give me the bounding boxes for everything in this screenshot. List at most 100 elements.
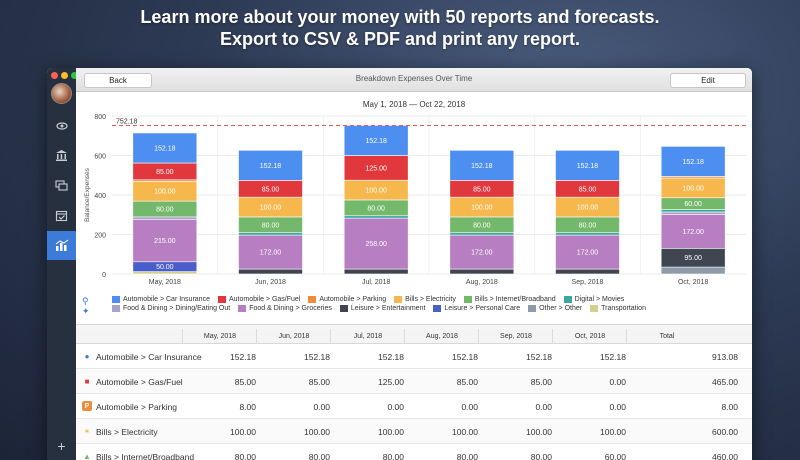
sidebar-item-schedule[interactable] xyxy=(47,201,76,230)
table-row[interactable]: ▲ Bills > Internet/Broadband 80.00 80.00 80.… xyxy=(76,444,752,460)
back-button[interactable]: Back xyxy=(84,73,152,88)
value-cell: 80.00 xyxy=(234,452,256,460)
report-table: May, 2018 Jun, 2018 Jul, 2018 Aug, 2018 Sep,… xyxy=(76,329,752,460)
legend-swatch xyxy=(112,305,120,312)
eye-icon xyxy=(55,121,68,130)
bar-segment xyxy=(555,234,620,270)
zoom-icon[interactable]: ⚲ xyxy=(82,296,89,306)
avatar[interactable] xyxy=(51,83,72,104)
table-header: May, 2018 Jun, 2018 Jul, 2018 Aug, 2018 Sep,… xyxy=(76,329,752,344)
legend-swatch xyxy=(563,296,572,303)
column-header[interactable]: May, 2018 xyxy=(203,333,237,340)
zoom-window-button[interactable] xyxy=(71,72,78,79)
legend-item[interactable]: Leisure > Personal Care xyxy=(433,304,520,313)
date-range: May 1, 2018 — Oct 22, 2018 xyxy=(362,100,466,109)
legend-label: Other > Other xyxy=(539,305,583,312)
column-header[interactable]: Sep, 2018 xyxy=(500,333,532,340)
table-row[interactable]: ■ Automobile > Gas/Fuel 85.00 85.00 125.00 85… xyxy=(76,369,752,394)
total-cell: 8.00 xyxy=(721,402,738,412)
x-tick-label: Aug, 2018 xyxy=(466,279,498,286)
value-cell: 0.00 xyxy=(387,402,404,412)
column-divider xyxy=(256,329,257,344)
legend-swatch xyxy=(308,296,317,303)
fuel-pump-icon: ■ xyxy=(84,376,90,386)
calendar-check-icon xyxy=(55,210,68,222)
data-label: 152.18 xyxy=(260,163,282,170)
value-cell: 85.00 xyxy=(530,377,552,387)
sidebar-item-accounts[interactable] xyxy=(47,171,76,200)
minimize-window-button[interactable] xyxy=(61,72,68,79)
data-label: 80.00 xyxy=(579,222,597,229)
data-label: 100.00 xyxy=(154,189,176,196)
column-divider xyxy=(478,329,479,344)
value-cell: 100.00 xyxy=(378,427,404,437)
column-divider xyxy=(552,329,553,344)
legend-swatch xyxy=(433,305,442,312)
total-cell: 460.00 xyxy=(712,452,738,460)
close-window-button[interactable] xyxy=(51,72,58,79)
column-divider xyxy=(182,329,183,344)
promo-line-2: Export to CSV & PDF and print any report… xyxy=(219,29,581,49)
legend-item[interactable]: Other > Other xyxy=(528,304,582,313)
legend-item[interactable]: Automobile > Gas/Fuel xyxy=(217,295,301,304)
column-divider xyxy=(404,329,405,344)
legend-label: Automobile > Gas/Fuel xyxy=(228,296,301,303)
split-divider[interactable] xyxy=(76,324,752,329)
legend-label: Bills > Electricity xyxy=(405,296,456,303)
globe-icon: ● xyxy=(84,351,90,361)
legend-item[interactable]: Leisure > Entertainment xyxy=(339,304,425,313)
legend-item[interactable]: Bills > Electricity xyxy=(394,295,456,304)
bar-segment xyxy=(343,268,409,275)
table-row[interactable]: P Automobile > Parking 8.00 0.00 0.00 0.00 0.0… xyxy=(76,394,752,419)
value-cell: 80.00 xyxy=(382,452,404,460)
legend-swatch xyxy=(528,305,537,312)
legend-label: Automobile > Car Insurance xyxy=(123,296,210,303)
value-cell: 80.00 xyxy=(530,452,552,460)
table-row[interactable]: ✶ Bills > Electricity 100.00 100.00 100.00 10… xyxy=(76,419,752,444)
x-tick-label: Jul, 2018 xyxy=(362,279,391,286)
legend-item[interactable]: Automobile > Car Insurance xyxy=(112,295,210,304)
value-cell: 100.00 xyxy=(304,427,330,437)
legend-item[interactable]: Food & Dining > Dining/Eating Out xyxy=(112,304,230,313)
legend-item[interactable]: Automobile > Parking xyxy=(308,295,386,304)
value-cell: 85.00 xyxy=(308,377,330,387)
legend-tools: ⚲ ✦ xyxy=(82,296,90,316)
table-row[interactable]: ● Automobile > Car Insurance 152.18 152.18 1… xyxy=(76,344,752,369)
sidebar-item-bank[interactable] xyxy=(47,141,76,170)
bar-segment xyxy=(343,125,409,156)
category-name: Bills > Electricity xyxy=(96,427,158,437)
legend-item[interactable]: Digital > Movies xyxy=(563,295,624,304)
bar-segment xyxy=(238,150,303,181)
app-window: + Back Breakdown Expenses Over Time Edit… xyxy=(47,68,752,460)
legend-label: Leisure > Personal Care xyxy=(444,305,521,312)
column-header[interactable]: Oct, 2018 xyxy=(574,333,606,340)
bar-segment xyxy=(660,209,726,213)
value-cell: 125.00 xyxy=(378,377,404,387)
column-header[interactable]: Jun, 2018 xyxy=(278,333,310,340)
legend-swatch xyxy=(217,296,226,303)
bar-segment xyxy=(132,271,198,275)
value-cell: 152.18 xyxy=(600,352,626,362)
column-header[interactable]: Jul, 2018 xyxy=(353,333,383,340)
column-divider xyxy=(626,329,627,344)
pin-icon[interactable]: ✦ xyxy=(82,306,90,316)
sidebar-item-overview[interactable] xyxy=(47,111,76,140)
data-label: 215.00 xyxy=(154,238,176,245)
legend-row: Food & Dining > Dining/Eating Out Food & … xyxy=(112,304,742,313)
legend-swatch xyxy=(339,305,348,312)
value-cell: 100.00 xyxy=(600,427,626,437)
add-button[interactable]: + xyxy=(57,438,66,454)
legend-item[interactable]: Bills > Internet/Broadband xyxy=(463,295,556,304)
bar-segment xyxy=(660,146,726,177)
sidebar-item-reports[interactable] xyxy=(47,231,76,260)
x-tick-label: Sep, 2018 xyxy=(572,279,604,286)
legend-item[interactable]: Transportation xyxy=(590,304,646,313)
bar-segment xyxy=(660,211,726,215)
edit-button[interactable]: Edit xyxy=(670,73,746,88)
column-header[interactable]: Total xyxy=(659,333,675,340)
column-header[interactable]: Aug, 2018 xyxy=(426,333,458,340)
value-cell: 60.00 xyxy=(604,452,626,460)
reference-line-label: 752.18 xyxy=(116,118,138,125)
legend-item[interactable]: Food & Dining > Groceries xyxy=(238,304,332,313)
stacked-bar-chart: 0 200 400 600 800 Balance/Expenses 50.00 215.00… xyxy=(84,114,746,286)
